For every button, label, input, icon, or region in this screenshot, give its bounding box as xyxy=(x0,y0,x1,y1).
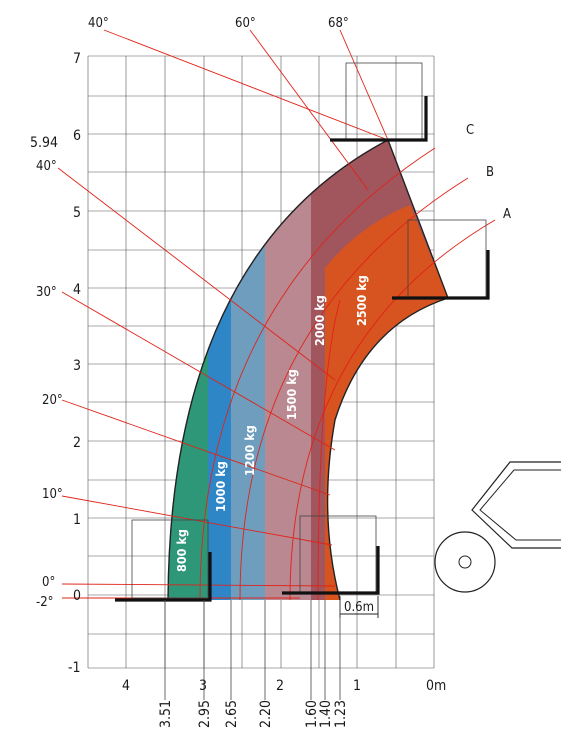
load-label-1000: 1000 kg xyxy=(213,461,228,512)
envelope-outline xyxy=(167,139,449,601)
left-angle-10: 10° xyxy=(42,487,63,502)
top-angle-60: 60° xyxy=(235,16,256,31)
zone-1200kg xyxy=(231,140,265,600)
reach-label-1-40: 1.40 xyxy=(318,700,334,728)
top-angle-labels: 40° 60° 68° xyxy=(88,16,349,31)
forks xyxy=(115,96,490,602)
top-angle-40: 40° xyxy=(88,16,109,31)
reach-label-1-23: 1.23 xyxy=(333,700,349,728)
y-tick-5: 5 xyxy=(73,205,81,221)
x-tick-0m: 0m xyxy=(426,678,446,694)
y-tick-2: 2 xyxy=(73,435,81,451)
y-tick-minus1: -1 xyxy=(68,660,81,676)
left-angle-20: 20° xyxy=(42,393,63,408)
y-tick-5-94: 5.94 xyxy=(30,135,58,151)
vehicle-cab xyxy=(471,461,561,549)
top-angle-68: 68° xyxy=(328,16,349,31)
x-tick-4: 4 xyxy=(122,678,130,694)
load-label-1200: 1200 kg xyxy=(242,425,257,476)
x-axis-labels: 4 3 2 1 0m xyxy=(122,678,446,694)
left-angle-30: 30° xyxy=(36,285,57,300)
dimension-0-6m: 0.6m xyxy=(339,596,379,618)
zone-1500kg xyxy=(265,140,311,600)
fork-right xyxy=(392,250,490,300)
left-angle-minus2: -2° xyxy=(36,595,54,610)
x-tick-2: 2 xyxy=(276,678,284,694)
load-label-2000: 2000 kg xyxy=(312,295,327,346)
reach-guides xyxy=(164,600,341,700)
curve-label-a: A xyxy=(503,207,511,222)
y-tick-7: 7 xyxy=(73,51,81,67)
zone-2500kg xyxy=(325,205,448,600)
y-tick-1: 1 xyxy=(73,512,81,528)
reach-label-3-51: 3.51 xyxy=(158,700,174,728)
reach-label-2-65: 2.65 xyxy=(224,700,240,728)
y-tick-6: 6 xyxy=(73,128,81,144)
left-angle-labels: 40° 30° 20° 10° 0° -2° xyxy=(36,159,63,610)
curve-label-c: C xyxy=(466,123,474,138)
x-tick-1: 1 xyxy=(353,678,361,694)
reach-label-2-95: 2.95 xyxy=(197,700,213,728)
y-tick-3: 3 xyxy=(73,358,81,374)
zone-1000kg xyxy=(208,140,231,600)
curve-labels: C B A xyxy=(466,123,511,222)
left-angle-0: 0° xyxy=(42,575,55,590)
reach-label-1-60: 1.60 xyxy=(304,700,320,728)
angle-lines xyxy=(57,29,389,599)
vehicle xyxy=(434,461,561,593)
dimension-label: 0.6m xyxy=(344,600,374,615)
curve-label-b: B xyxy=(486,165,494,180)
radius-curves xyxy=(199,147,496,601)
reach-label-2-20: 2.20 xyxy=(258,700,274,728)
reach-labels: 3.51 2.95 2.65 2.20 1.60 1.40 1.23 xyxy=(158,700,349,728)
load-label-800: 800 kg xyxy=(174,529,189,572)
load-label-2500: 2500 kg xyxy=(354,275,369,326)
y-axis-labels: 7 6 5.94 5 4 3 2 1 0 -1 xyxy=(30,51,81,676)
load-labels: 800 kg 1000 kg 1200 kg 1500 kg 2000 kg 2… xyxy=(174,275,369,572)
load-label-1500: 1500 kg xyxy=(284,369,299,420)
fork-top xyxy=(330,96,428,142)
left-angle-40: 40° xyxy=(36,159,57,174)
fork-bottom xyxy=(282,546,380,595)
y-tick-4: 4 xyxy=(73,282,81,298)
y-tick-0: 0 xyxy=(73,588,81,604)
x-tick-3: 3 xyxy=(199,678,207,694)
fork-left xyxy=(115,552,212,602)
